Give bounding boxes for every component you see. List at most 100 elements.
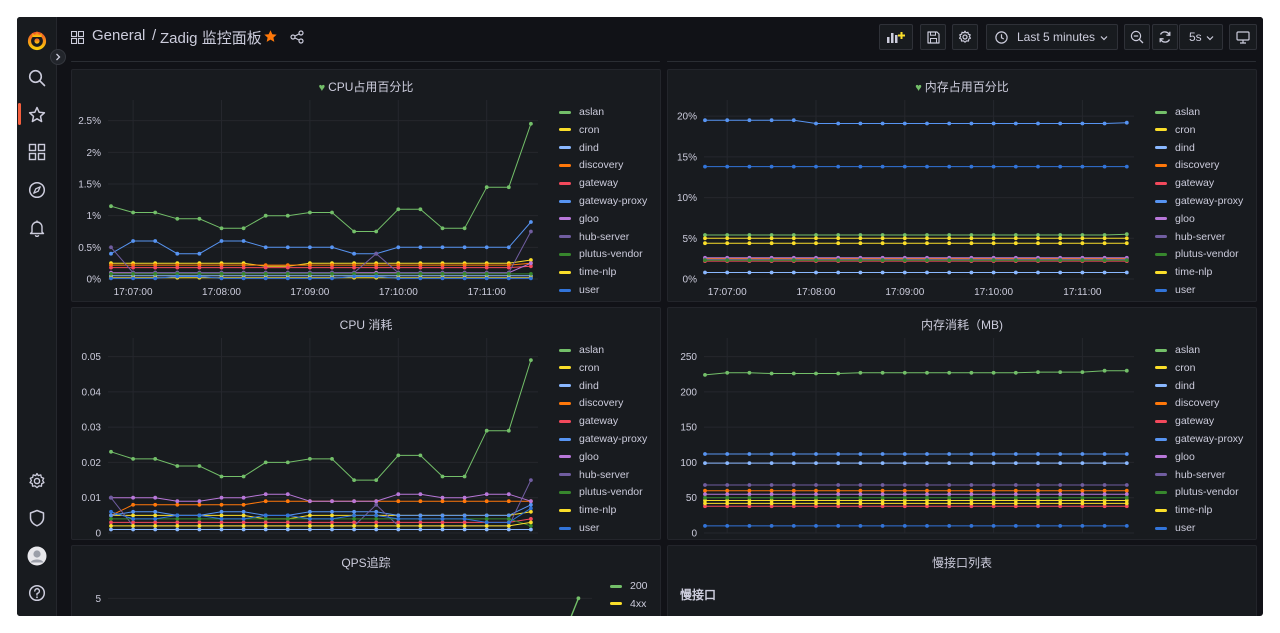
series-line-user[interactable] <box>111 276 531 279</box>
share-icon[interactable] <box>290 29 304 48</box>
series-line-discovery[interactable] <box>110 500 531 516</box>
legend-item-cron[interactable]: cron <box>559 124 599 136</box>
tv-mode-button[interactable] <box>1229 24 1257 50</box>
legend-item-gloo[interactable]: gloo <box>559 451 599 463</box>
dashboard-settings-button[interactable] <box>952 24 978 50</box>
legend-item-cron[interactable]: cron <box>1155 124 1195 136</box>
save-dashboard-button[interactable] <box>920 24 946 50</box>
legend-item-dind[interactable]: dind <box>1155 142 1195 154</box>
legend-item-cron[interactable]: cron <box>1155 362 1195 374</box>
series-line-gateway-proxy[interactable] <box>705 119 1127 124</box>
help-icon[interactable] <box>24 580 50 606</box>
series-line-gateway[interactable] <box>111 518 531 523</box>
legend-item-user[interactable]: user <box>1155 284 1195 296</box>
legend-item-discovery[interactable]: discovery <box>559 397 623 409</box>
legend-item-dind[interactable]: dind <box>1155 380 1195 392</box>
legend-item-dind[interactable]: dind <box>559 142 599 154</box>
series-line-gateway-proxy[interactable] <box>110 504 532 516</box>
star-icon[interactable] <box>24 102 50 128</box>
refresh-interval-picker[interactable]: 5s <box>1179 24 1223 50</box>
panel-title[interactable]: QPS追踪 <box>341 556 391 570</box>
panel-cpu-usage-percent[interactable]: ♥ CPU占用百分比 0% 0.5% 1% 1.5% 2% 2.5% 17:07:00 17:0… <box>71 69 661 302</box>
series-line-aslan[interactable] <box>705 233 1127 236</box>
legend-item-discovery[interactable]: discovery <box>1155 159 1219 171</box>
legend-item-time-nlp[interactable]: time-nlp <box>1155 266 1212 278</box>
legend-item-200[interactable]: 200 <box>610 580 648 592</box>
legend-item-gloo[interactable]: gloo <box>1155 451 1195 463</box>
sidebar-collapse-button[interactable] <box>50 49 66 65</box>
alerting-icon[interactable] <box>24 215 50 241</box>
legend-item-time-nlp[interactable]: time-nlp <box>1155 504 1212 516</box>
search-icon[interactable] <box>24 65 50 91</box>
series-line-time-nlp[interactable] <box>111 521 531 527</box>
legend-item-gateway-proxy[interactable]: gateway-proxy <box>1155 195 1243 207</box>
legend-item-hub-server[interactable]: hub-server <box>559 469 629 481</box>
legend-item-dind[interactable]: dind <box>559 380 599 392</box>
legend-item-aslan[interactable]: aslan <box>559 344 604 356</box>
legend-item-gateway[interactable]: gateway <box>1155 177 1214 189</box>
series-line-aslan[interactable] <box>110 359 532 481</box>
panel-slow-endpoints[interactable]: 慢接口列表 慢接口 <box>667 545 1257 616</box>
legend-item-gateway-proxy[interactable]: gateway-proxy <box>559 195 647 207</box>
panel-memory-usage-percent[interactable]: ♥ 内存占用百分比 0% 5% 10% 15% 20% 17:07:00 17:08:00 17… <box>667 69 1257 302</box>
dashboards-icon[interactable] <box>24 139 50 165</box>
legend-item-time-nlp[interactable]: time-nlp <box>559 266 616 278</box>
legend-item-gateway[interactable]: gateway <box>559 415 618 427</box>
panel-title[interactable]: ♥ 内存占用百分比 <box>915 80 1009 94</box>
legend-item-user[interactable]: user <box>1155 522 1195 534</box>
series-line-cron[interactable] <box>111 259 531 267</box>
legend-item-discovery[interactable]: discovery <box>1155 397 1219 409</box>
favorite-star-icon[interactable] <box>263 29 278 48</box>
legend-item-gloo[interactable]: gloo <box>1155 213 1195 225</box>
panel-title[interactable]: ♥ CPU占用百分比 <box>318 80 414 94</box>
explore-icon[interactable] <box>24 177 50 203</box>
legend-item-plutus-vendor[interactable]: plutus-vendor <box>559 486 643 498</box>
legend-item-aslan[interactable]: aslan <box>559 106 604 118</box>
settings-icon[interactable] <box>24 468 50 494</box>
series-line-hub-server[interactable] <box>110 231 532 274</box>
panel-cpu-consumption[interactable]: CPU 消耗 00.010.020.030.040.0517:07:0017:0… <box>71 307 661 540</box>
legend-item-4xx[interactable]: 4xx <box>610 598 646 610</box>
legend-item-plutus-vendor[interactable]: plutus-vendor <box>1155 248 1239 260</box>
grafana-logo-icon[interactable] <box>24 27 50 53</box>
legend-item-user[interactable]: user <box>559 522 599 534</box>
legend-item-discovery[interactable]: discovery <box>559 159 623 171</box>
legend-item-hub-server[interactable]: hub-server <box>1155 231 1225 243</box>
zoom-out-button[interactable] <box>1124 24 1150 50</box>
legend-item-time-nlp[interactable]: time-nlp <box>559 504 616 516</box>
series-line-200[interactable] <box>568 598 580 616</box>
series-line-gloo[interactable] <box>111 493 532 502</box>
legend-item-hub-server[interactable]: hub-server <box>559 231 629 243</box>
legend-item-cron[interactable]: cron <box>559 362 599 374</box>
series-line-gateway-proxy[interactable] <box>110 221 532 255</box>
series-line-user[interactable] <box>110 507 532 523</box>
add-panel-button[interactable] <box>879 24 913 50</box>
series-line-aslan[interactable] <box>110 123 532 232</box>
legend-item-plutus-vendor[interactable]: plutus-vendor <box>559 248 643 260</box>
legend-item-plutus-vendor[interactable]: plutus-vendor <box>1155 486 1239 498</box>
breadcrumb-folder[interactable]: General <box>92 27 146 44</box>
dashboard-title[interactable]: Zadig 监控面板 <box>160 30 262 47</box>
line-chart[interactable]: 05010015020025017:07:0017:08:0017:09:001… <box>668 308 1148 541</box>
shield-icon[interactable] <box>24 505 50 531</box>
legend-item-hub-server[interactable]: hub-server <box>1155 469 1225 481</box>
panel-title[interactable]: 内存消耗（MB) <box>921 318 1003 332</box>
panel-qps-tracking[interactable]: QPS追踪 5 200 4xx <box>71 545 661 616</box>
time-range-picker[interactable]: Last 5 minutes <box>986 24 1118 50</box>
panel-title[interactable]: CPU 消耗 <box>339 318 393 332</box>
legend-item-gateway-proxy[interactable]: gateway-proxy <box>559 433 647 445</box>
legend-item-aslan[interactable]: aslan <box>1155 106 1200 118</box>
line-chart[interactable]: 0% 5% 10% 15% 20% 17:07:00 17:08:00 17:09:00 17:… <box>668 70 1148 303</box>
panel-memory-consumption[interactable]: 内存消耗（MB) 05010015020025017:07:0017:08:00… <box>667 307 1257 540</box>
legend-item-aslan[interactable]: aslan <box>1155 344 1200 356</box>
user-avatar[interactable] <box>24 543 50 569</box>
line-chart[interactable]: 0% 0.5% 1% 1.5% 2% 2.5% 17:07:00 17:08:00 17:09:… <box>72 70 552 303</box>
legend-item-gateway-proxy[interactable]: gateway-proxy <box>1155 433 1243 445</box>
line-chart[interactable]: 00.010.020.030.040.0517:07:0017:08:0017:… <box>72 308 552 541</box>
legend-item-gateway[interactable]: gateway <box>559 177 618 189</box>
legend-item-gateway[interactable]: gateway <box>1155 415 1214 427</box>
refresh-button[interactable] <box>1152 24 1178 50</box>
legend-item-user[interactable]: user <box>559 284 599 296</box>
legend-item-gloo[interactable]: gloo <box>559 213 599 225</box>
line-chart[interactable]: 5 <box>72 546 612 616</box>
